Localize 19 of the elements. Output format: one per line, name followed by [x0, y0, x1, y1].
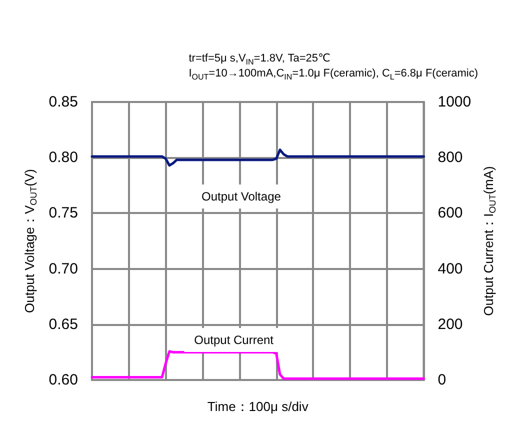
line-series [90, 148, 425, 167]
y2-tick-label: 600 [438, 204, 463, 222]
y2-axis-title: Output Current：IOUT(mA) [481, 166, 498, 316]
y-tick-label: 0.65 [48, 316, 78, 333]
series-label: Output Current [194, 332, 274, 347]
y-tick-label: 0.80 [48, 149, 78, 166]
y-tick-label: 0.70 [48, 260, 78, 278]
text: Output Voltage [202, 190, 282, 204]
y2-tick-label: 200 [438, 316, 463, 333]
y-tick-label: 0.60 [48, 372, 78, 388]
y-tick-label: 0.75 [48, 204, 78, 222]
y-tick-label: 0.85 [48, 94, 78, 110]
y2-tick-label: 0 [438, 372, 446, 388]
line-series [90, 350, 425, 380]
x-axis-title: Time：100μ s/div [207, 399, 309, 414]
y2-tick-label: 800 [438, 149, 463, 166]
y2-tick-label: 1000 [438, 94, 472, 110]
y-axis-title: Output Voltage：VOUT(V) [22, 168, 38, 314]
y2-tick-label: 400 [438, 260, 463, 278]
